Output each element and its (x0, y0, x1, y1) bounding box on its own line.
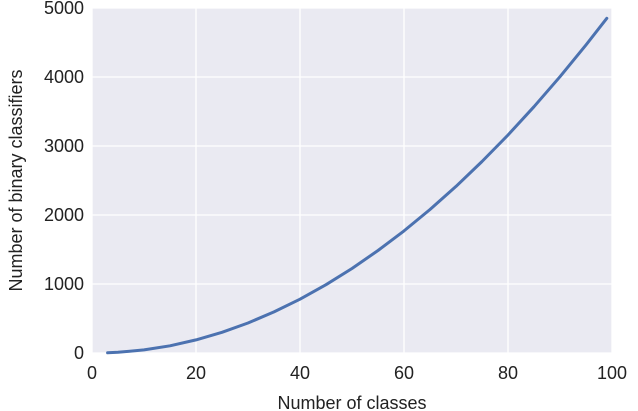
x-axis-label: Number of classes (277, 393, 426, 411)
series-line (106, 16, 609, 355)
x-tick-label: 80 (498, 363, 518, 383)
y-tick-label: 5000 (44, 0, 84, 18)
y-tick-labels: 0 1000 2000 3000 4000 5000 (44, 0, 84, 363)
x-tick-labels: 0 20 40 60 80 100 (87, 363, 627, 383)
x-tick-label: 0 (87, 363, 97, 383)
plot-background (92, 8, 612, 353)
x-tick-label: 20 (186, 363, 206, 383)
x-tick-label: 40 (290, 363, 310, 383)
y-tick-label: 0 (74, 343, 84, 363)
y-tick-label: 1000 (44, 274, 84, 294)
y-tick-label: 3000 (44, 136, 84, 156)
series-layer (106, 16, 609, 355)
y-tick-label: 2000 (44, 205, 84, 225)
grid (91, 7, 613, 354)
x-tick-label: 100 (597, 363, 627, 383)
y-axis-label: Number of binary classifiers (6, 69, 26, 291)
x-tick-label: 60 (394, 363, 414, 383)
y-tick-label: 4000 (44, 67, 84, 87)
